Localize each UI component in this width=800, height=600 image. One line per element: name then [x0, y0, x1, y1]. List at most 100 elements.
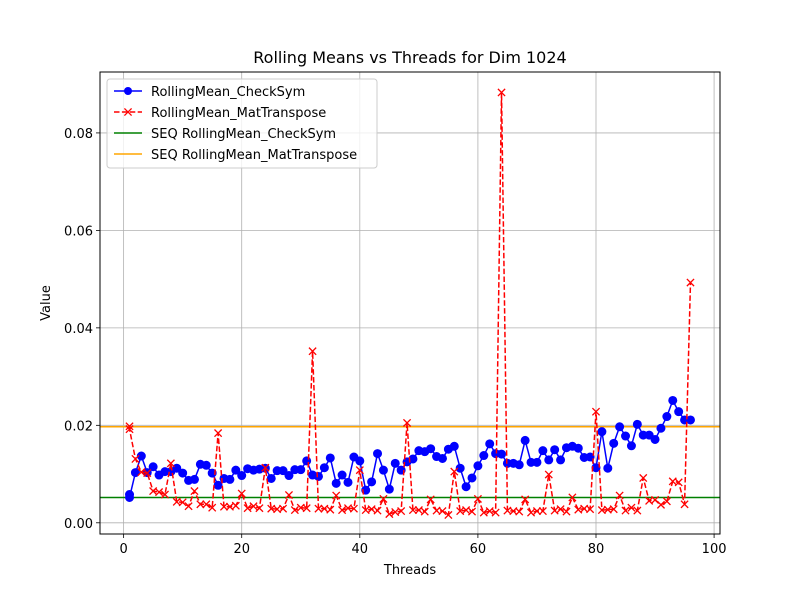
marker-stroke — [284, 490, 294, 500]
y-tick-label: 0.06 — [64, 224, 93, 239]
data-point — [379, 494, 388, 503]
marker-stroke — [568, 493, 577, 502]
data-point — [467, 507, 477, 516]
y-axis-label: Value — [39, 285, 54, 321]
data-point — [225, 474, 235, 484]
marker-stroke — [154, 488, 164, 497]
marker-stroke — [562, 507, 571, 516]
data-point — [148, 462, 158, 472]
marker-stroke — [338, 506, 347, 515]
marker-stroke — [166, 459, 175, 468]
data-point — [515, 507, 524, 516]
marker-stroke — [408, 506, 418, 515]
data-point — [550, 506, 559, 515]
data-point — [514, 460, 524, 470]
data-point — [208, 503, 217, 512]
marker-stroke — [550, 506, 559, 515]
data-point — [278, 504, 288, 513]
series — [125, 88, 695, 520]
marker-stroke — [290, 506, 299, 515]
marker-stroke — [491, 508, 500, 517]
data-point — [526, 508, 536, 517]
y-tick-label: 0.02 — [64, 419, 93, 434]
data-point — [591, 407, 601, 416]
data-point — [538, 446, 548, 456]
data-point — [367, 477, 377, 487]
data-point — [255, 504, 264, 513]
data-point — [609, 505, 618, 514]
marker-stroke — [249, 502, 258, 511]
data-point — [662, 497, 671, 506]
data-point — [213, 480, 223, 490]
data-point — [166, 459, 175, 468]
data-point — [397, 507, 406, 516]
data-point — [231, 501, 240, 510]
marker-stroke — [414, 506, 423, 515]
data-point — [521, 495, 530, 504]
x-axis-label: Threads — [383, 563, 436, 578]
marker-stroke — [373, 506, 382, 515]
y-tick-label: 0.08 — [64, 127, 93, 142]
data-point — [219, 502, 229, 511]
data-point — [656, 500, 666, 509]
data-point — [331, 478, 341, 488]
marker-stroke — [515, 507, 524, 516]
data-point — [390, 458, 400, 468]
data-point — [136, 451, 146, 461]
data-point — [479, 451, 489, 461]
legend-label-seq-mattranspose: SEQ RollingMean_MatTranspose — [151, 148, 357, 163]
x-tick-label: 40 — [352, 542, 369, 557]
marker-stroke — [190, 487, 199, 496]
data-point — [296, 465, 306, 475]
data-point — [314, 504, 323, 513]
marker-stroke — [462, 506, 471, 515]
marker-stroke — [131, 454, 140, 464]
marker-stroke — [656, 500, 666, 509]
data-point — [449, 441, 459, 451]
data-point — [237, 489, 246, 498]
data-point — [674, 478, 683, 487]
marker-stroke — [255, 504, 264, 513]
chart-title: Rolling Means vs Threads for Dim 1024 — [253, 48, 566, 67]
marker-stroke — [160, 490, 170, 499]
marker-stroke — [355, 466, 364, 475]
marker-stroke — [208, 503, 217, 512]
marker-stroke — [450, 467, 459, 476]
marker-stroke — [314, 504, 323, 513]
marker-stroke — [538, 507, 547, 516]
marker-stroke — [184, 502, 193, 511]
marker-stroke — [219, 502, 229, 511]
marker-stroke — [125, 425, 134, 434]
data-point — [573, 443, 583, 453]
marker-stroke — [473, 494, 482, 503]
marker-stroke — [332, 491, 341, 500]
data-point — [550, 445, 560, 455]
data-point — [302, 504, 311, 513]
data-point — [603, 463, 613, 473]
data-point — [485, 439, 495, 449]
legend-label-mattranspose: RollingMean_MatTranspose — [151, 106, 326, 121]
marker-stroke — [586, 505, 595, 514]
data-point — [154, 488, 164, 497]
marker-stroke — [214, 429, 223, 438]
data-point — [201, 460, 211, 470]
data-point — [497, 449, 507, 459]
data-point — [639, 473, 648, 483]
marker-stroke — [178, 498, 187, 507]
data-point — [184, 502, 193, 511]
ticks: 0 20 40 60 80 100 0.00 0.02 0.04 0.06 0.08 — [64, 127, 726, 557]
data-point — [367, 505, 376, 514]
data-point — [686, 278, 695, 287]
data-point — [338, 506, 347, 515]
marker-stroke — [202, 500, 211, 509]
data-point — [378, 465, 388, 475]
marker-stroke — [645, 496, 654, 505]
data-point — [414, 506, 423, 515]
marker-stroke — [225, 502, 234, 511]
data-point — [520, 435, 530, 445]
data-point — [125, 425, 134, 434]
data-point — [160, 490, 170, 499]
data-point — [143, 469, 152, 478]
data-point — [355, 456, 365, 466]
data-point — [473, 461, 483, 471]
